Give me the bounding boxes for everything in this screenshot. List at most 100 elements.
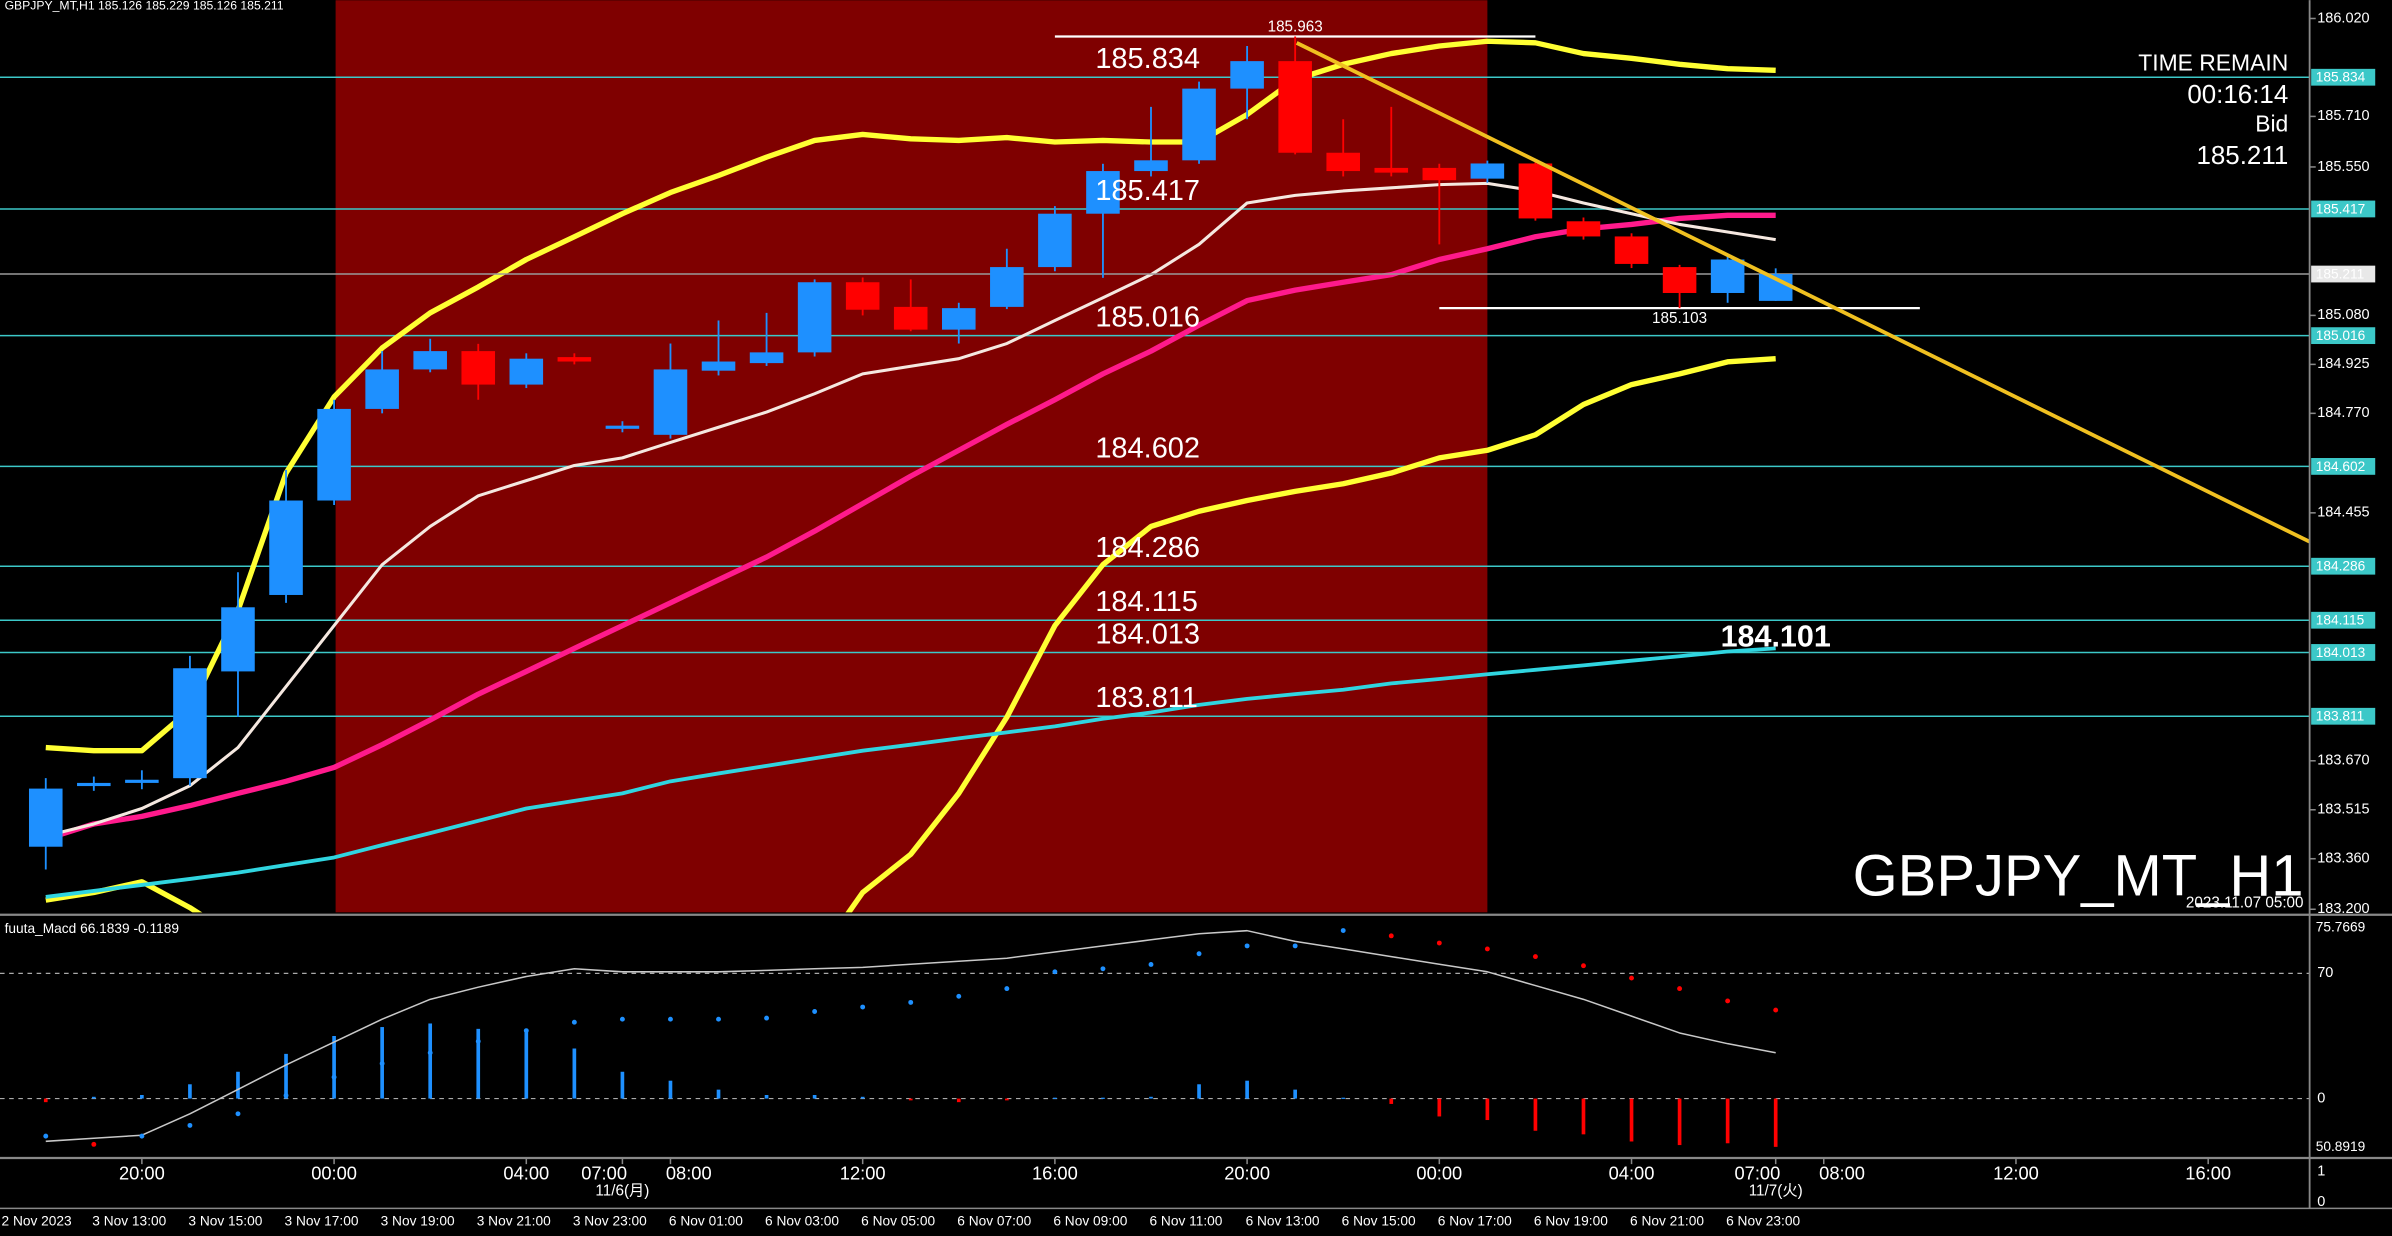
date-label: 6 Nov 21:00 [1630, 1214, 1704, 1229]
candle-body [1710, 259, 1745, 293]
macd-bar [1485, 1098, 1490, 1121]
price-panel [0, 0, 2310, 913]
indicator-line [45, 38, 1776, 754]
macd-dot [475, 1038, 481, 1044]
macd-dot [283, 1093, 289, 1098]
macd-dot [523, 1028, 529, 1034]
day-label: 11/7(火) [1749, 1183, 1803, 1200]
level-axis-label: 183.811 [2316, 709, 2365, 724]
candle-body [1134, 160, 1168, 172]
candle-body [1326, 152, 1360, 172]
y-tick-label: 183.360 [2317, 851, 2369, 867]
bid-label: Bid [2255, 110, 2288, 136]
level-axis-label: 185.016 [2316, 328, 2366, 343]
y-tick-label: 185.710 [2317, 108, 2369, 124]
candle-body [893, 306, 928, 330]
date-start: 2 Nov 2023 [2, 1214, 73, 1229]
macd-bar [1197, 1084, 1201, 1099]
macd-dot [1292, 943, 1298, 949]
macd-bar [1773, 1098, 1778, 1147]
candle-body [1614, 236, 1649, 264]
macd-bar [716, 1089, 721, 1099]
macd-bar [1245, 1080, 1249, 1099]
x-tick-label: 07:00 [581, 1163, 627, 1184]
timestamp: 2023.11.07 05:00 [2186, 894, 2304, 911]
level-label: 184.286 [1095, 532, 1200, 564]
macd-bar [236, 1071, 240, 1099]
level-axis-label: 184.013 [2316, 645, 2366, 660]
macd-dot [716, 1016, 721, 1022]
candle-body [1566, 221, 1601, 237]
macd-bar [764, 1094, 769, 1099]
macd-bar [91, 1096, 96, 1099]
macd-max-label: 75.7669 [2316, 919, 2366, 934]
y-tick-label: 185.080 [2317, 307, 2369, 323]
macd-bar [860, 1096, 865, 1099]
level-axis-box [2311, 200, 2376, 218]
y-tick-label: 184.455 [2317, 505, 2369, 521]
indicator-line [44, 212, 1776, 842]
y-tick-label: 1 [2317, 1164, 2325, 1180]
header-low: 185.126 [193, 0, 237, 12]
macd-bar [188, 1084, 192, 1099]
candle-body [269, 500, 303, 595]
y-tick-label: 186.020 [2317, 10, 2369, 26]
candle-body [1278, 61, 1312, 153]
y-tick-label: 183.200 [2317, 901, 2369, 917]
level-axis-box [2311, 327, 2376, 345]
macd-bar [1149, 1096, 1153, 1099]
x-tick-label: 00:00 [311, 1163, 357, 1184]
candle-body [605, 425, 640, 429]
candle-body [125, 779, 159, 783]
y-tick-label: 184.925 [2317, 356, 2369, 372]
low-marker-label: 185.103 [1652, 310, 1707, 327]
date-label: 6 Nov 11:00 [1149, 1214, 1222, 1229]
macd-title: fuuta_Macd [5, 921, 77, 936]
candle-body [413, 351, 447, 370]
candle-body [509, 358, 544, 385]
macd-dot [1725, 998, 1731, 1004]
candle-body [461, 351, 496, 385]
x-tick-label: 08:00 [1819, 1163, 1865, 1184]
macd-bar [668, 1080, 673, 1099]
macd-bar [284, 1053, 288, 1099]
date-label: 6 Nov 19:00 [1534, 1214, 1608, 1229]
level-label: 184.013 [1095, 618, 1200, 650]
macd-dot [139, 1133, 145, 1139]
macd-dot [331, 1074, 337, 1080]
macd-dot [1436, 940, 1442, 946]
macd-dot [860, 1004, 866, 1010]
level-axis-label: 185.834 [2316, 70, 2366, 85]
level-axis-label: 184.286 [2316, 559, 2366, 574]
macd-dot [619, 1016, 625, 1022]
x-tick-label: 20:00 [119, 1163, 165, 1184]
signal-line [45, 929, 1776, 1143]
macd-dot [1629, 975, 1634, 981]
macd-bar [524, 1030, 529, 1099]
macd-dot [1532, 954, 1538, 960]
x-tick-label: 07:00 [1734, 1163, 1780, 1184]
macd-dot [187, 1122, 193, 1128]
macd-dot [571, 1019, 577, 1025]
candle-body [365, 369, 399, 409]
macd-dot [1196, 951, 1202, 957]
macd-bar [1533, 1098, 1538, 1131]
candle-body [845, 282, 880, 310]
date-label: 6 Nov 23:00 [1726, 1214, 1800, 1229]
y-tick-label: 0 [2317, 1194, 2325, 1210]
level-axis-box [2311, 644, 2376, 661]
x-tick-label: 00:00 [1416, 1163, 1462, 1184]
y-tick-label: 184.770 [2317, 405, 2369, 421]
macd-dot [427, 1050, 433, 1056]
macd-dot [1340, 928, 1346, 933]
macd-dot [379, 1061, 385, 1066]
date-label: 6 Nov 13:00 [1246, 1214, 1320, 1229]
bid-axis-label: 185.211 [2316, 266, 2365, 281]
watermark: GBPJPY_MT_H1 [1853, 845, 2304, 909]
macd-dot [1581, 963, 1586, 969]
candle-body [1518, 163, 1553, 219]
level-axis-box [2311, 707, 2376, 725]
level-label: 185.834 [1095, 43, 1200, 75]
